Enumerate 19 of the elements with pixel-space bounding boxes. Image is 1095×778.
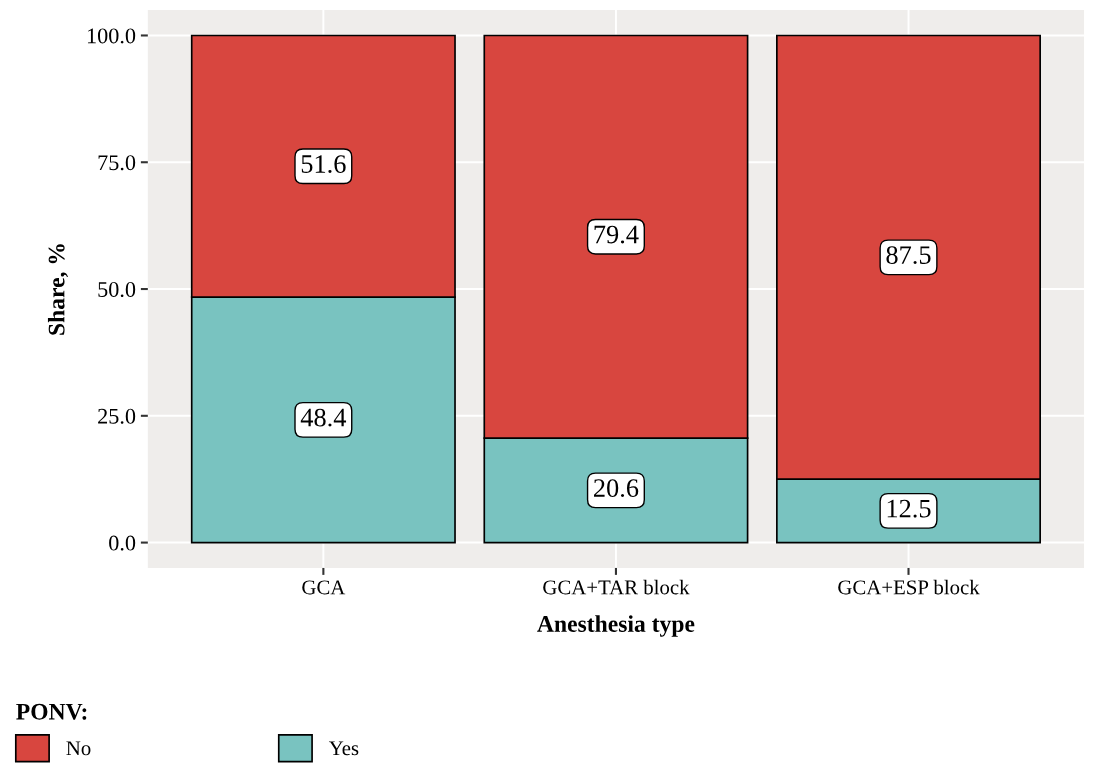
data-label: 79.4 xyxy=(594,225,639,244)
y-tick-label: 0.0 xyxy=(109,535,136,551)
data-label: 20.6 xyxy=(594,479,639,498)
data-label: 87.5 xyxy=(886,246,931,265)
y-tick-label: 50.0 xyxy=(98,281,136,298)
y-tick-label: 75.0 xyxy=(98,155,136,171)
legend-title: PONV: xyxy=(16,703,87,720)
data-label: 51.6 xyxy=(301,155,346,174)
x-axis-title: Anesthesia type xyxy=(537,615,695,637)
data-label: 12.5 xyxy=(887,499,931,518)
legend-label: No xyxy=(66,741,91,756)
x-tick-label: GCA+ESP block xyxy=(838,579,980,595)
y-tick-label: 25.0 xyxy=(98,408,136,424)
data-label: 48.4 xyxy=(300,408,347,427)
x-tick-label: GCA+TAR block xyxy=(543,579,690,595)
y-tick-label: 100.0 xyxy=(87,28,136,44)
y-axis-title: Share, % xyxy=(47,244,68,335)
legend-label: Yes xyxy=(328,741,359,756)
x-tick-label: GCA xyxy=(302,580,346,595)
